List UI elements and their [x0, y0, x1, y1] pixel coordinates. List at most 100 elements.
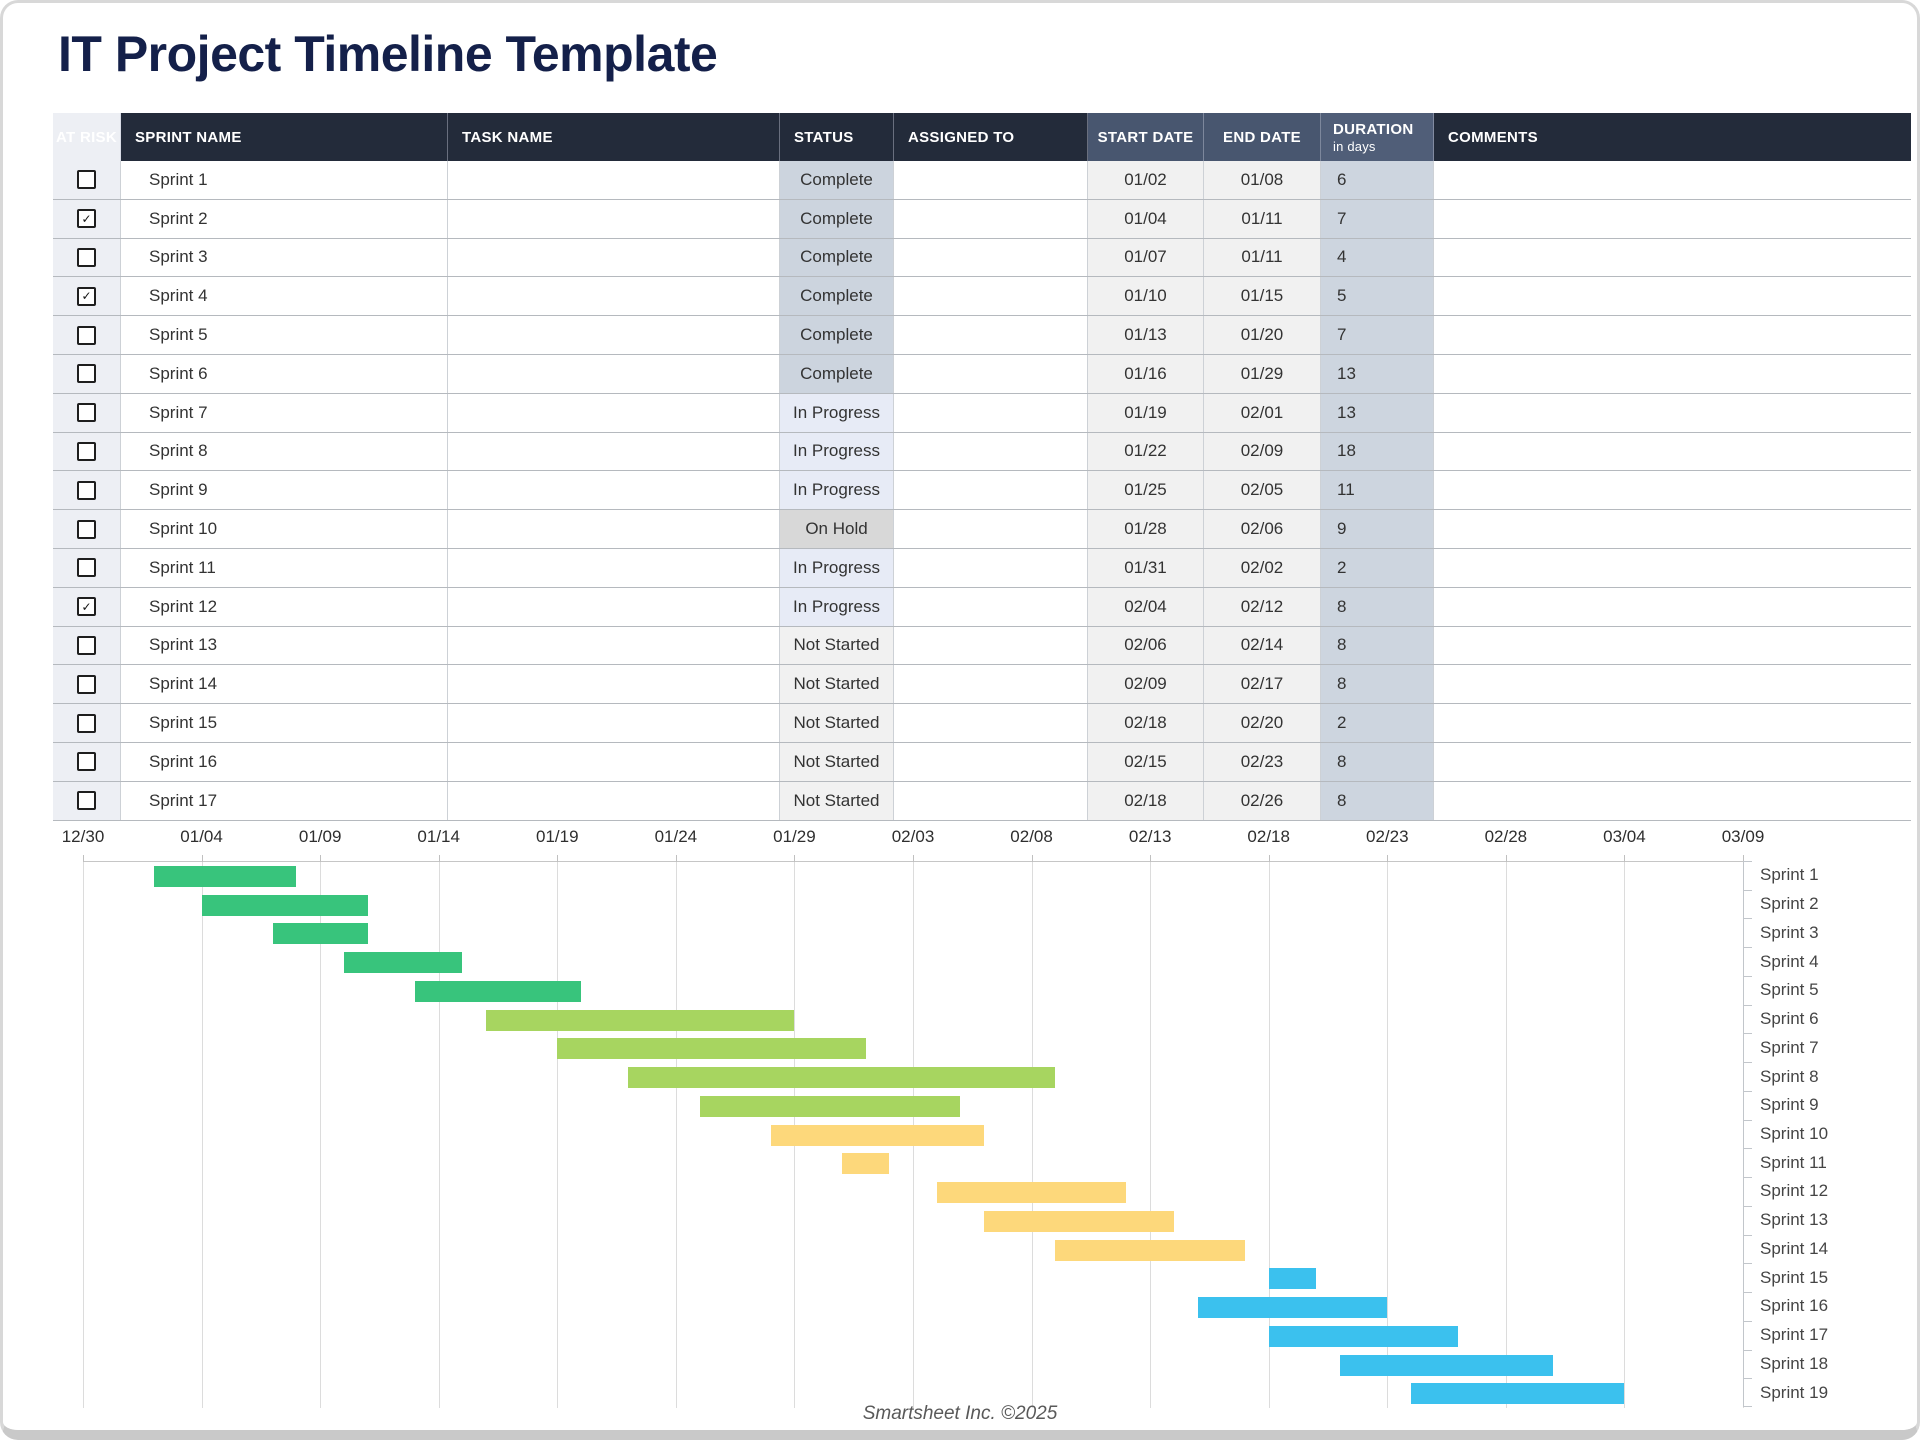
at-risk-checkbox[interactable]: [77, 519, 96, 539]
comments-cell: [1434, 199, 1911, 238]
row-tick: [1744, 1320, 1752, 1322]
status-cell: In Progress: [780, 393, 894, 432]
at-risk-cell: [53, 781, 121, 820]
duration-cell: 8: [1321, 587, 1434, 626]
at-risk-checkbox[interactable]: [77, 403, 96, 423]
duration-cell: 4: [1321, 238, 1434, 277]
gantt-bar-sprint-10[interactable]: [770, 1124, 985, 1146]
gantt-bar-sprint-1[interactable]: [154, 866, 297, 887]
axis-tick-label: 01/09: [298, 827, 342, 846]
at-risk-checkbox[interactable]: [77, 791, 96, 811]
at-risk-checkbox[interactable]: [77, 480, 96, 500]
comments-cell: [1434, 781, 1911, 820]
gantt-bar-sprint-8[interactable]: [628, 1067, 1056, 1089]
at-risk-checkbox[interactable]: [77, 170, 96, 190]
axis-tick: [1387, 855, 1389, 862]
gantt-bar-sprint-9[interactable]: [699, 1095, 961, 1117]
sprint-name-cell: Sprint 5: [121, 316, 448, 354]
end-date-cell: 01/11: [1204, 238, 1321, 277]
duration-cell: 8: [1321, 742, 1434, 781]
at-risk-cell: [53, 510, 121, 548]
gantt-bar-sprint-3[interactable]: [272, 923, 368, 945]
start-date-cell: 01/25: [1088, 471, 1204, 510]
start-date-cell: 02/09: [1088, 665, 1204, 704]
comments-cell: [1434, 432, 1911, 471]
at-risk-checkbox[interactable]: ✓: [77, 597, 96, 617]
gantt-bar-sprint-19[interactable]: [1411, 1383, 1625, 1405]
at-risk-checkbox[interactable]: [77, 558, 96, 578]
duration-cell: 2: [1321, 548, 1434, 587]
column-header-at-risk: AT RISK: [53, 113, 121, 161]
gantt-bar-sprint-18[interactable]: [1339, 1354, 1554, 1376]
gantt-row-label: Sprint 14: [1760, 1238, 1829, 1258]
column-header-comments: COMMENTS: [1434, 113, 1911, 161]
gantt-bar-sprint-11[interactable]: [841, 1153, 890, 1175]
gantt-bar-sprint-17[interactable]: [1268, 1325, 1459, 1347]
table-row: Sprint 11 In Progress 01/31 02/02 2: [53, 548, 1911, 588]
axis-tick: [83, 855, 84, 862]
at-risk-checkbox[interactable]: [77, 325, 96, 345]
gantt-bar-sprint-13[interactable]: [984, 1210, 1174, 1232]
assigned-to-cell: [894, 742, 1088, 781]
at-risk-cell: [53, 161, 121, 199]
at-risk-checkbox[interactable]: ✓: [77, 286, 96, 306]
start-date-cell: 02/18: [1088, 781, 1204, 820]
table-row: Sprint 16 Not Started 02/15 02/23 8: [53, 742, 1911, 782]
gridline: [83, 862, 84, 1408]
gantt-bar-sprint-12[interactable]: [936, 1182, 1127, 1204]
axis-tick: [913, 855, 914, 862]
at-risk-checkbox[interactable]: [77, 364, 96, 384]
at-risk-checkbox[interactable]: [77, 674, 96, 694]
gantt-row-label: Sprint 17: [1760, 1325, 1829, 1345]
axis-tick: [1743, 855, 1744, 862]
gantt-bar-sprint-5[interactable]: [415, 980, 581, 1002]
sprint-name-cell: Sprint 2: [121, 199, 448, 238]
gantt-plot: [83, 855, 1744, 1408]
gridline: [438, 862, 440, 1408]
footer-text: Smartsheet Inc. ©2025: [862, 1403, 1058, 1424]
at-risk-checkbox[interactable]: [77, 247, 96, 267]
task-name-cell: [448, 161, 780, 199]
gantt-row-label: Sprint 11: [1760, 1152, 1827, 1172]
end-date-cell: 02/17: [1204, 665, 1321, 704]
sprint-name-cell: Sprint 11: [121, 548, 448, 587]
gantt-bar-sprint-7[interactable]: [557, 1038, 866, 1060]
status-cell: Complete: [780, 238, 894, 277]
gantt-bar-sprint-4[interactable]: [343, 952, 463, 974]
status-cell: Not Started: [780, 704, 894, 742]
table-row: Sprint 1 Complete 01/02 01/08 6: [53, 161, 1911, 200]
gantt-row-label: Sprint 3: [1760, 922, 1819, 942]
comments-cell: [1434, 316, 1911, 354]
gantt-bar-sprint-2[interactable]: [201, 894, 368, 916]
table-row: ✓ Sprint 12 In Progress 02/04 02/12 8: [53, 587, 1911, 627]
gantt-bar-sprint-15[interactable]: [1268, 1268, 1317, 1290]
end-date-cell: 01/29: [1204, 354, 1321, 393]
gantt-row-label: Sprint 19: [1760, 1382, 1829, 1402]
at-risk-checkbox[interactable]: ✓: [77, 209, 96, 229]
axis-tick: [201, 855, 203, 862]
table-header-row: AT RISK SPRINT NAME TASK NAME STATUS ASS…: [53, 113, 1911, 161]
comments-cell: [1434, 665, 1911, 704]
gridline: [1268, 862, 1270, 1408]
assigned-to-cell: [894, 626, 1088, 665]
comments-cell: [1434, 510, 1911, 548]
status-cell: In Progress: [780, 432, 894, 471]
at-risk-checkbox[interactable]: [77, 441, 96, 461]
at-risk-cell: ✓: [53, 587, 121, 626]
task-name-cell: [448, 277, 780, 316]
end-date-cell: 01/08: [1204, 161, 1321, 199]
row-tick: [1744, 1234, 1752, 1236]
gantt-bar-sprint-16[interactable]: [1197, 1297, 1388, 1319]
column-header-task-name: TASK NAME: [448, 113, 780, 161]
axis-tick-label: 01/19: [536, 827, 579, 846]
gantt-bar-sprint-14[interactable]: [1055, 1239, 1245, 1261]
row-tick: [1744, 1033, 1752, 1035]
at-risk-checkbox[interactable]: [77, 713, 96, 733]
duration-cell: 8: [1321, 665, 1434, 704]
gantt-bar-sprint-6[interactable]: [486, 1009, 795, 1031]
sprint-name-cell: Sprint 3: [121, 238, 448, 277]
at-risk-checkbox[interactable]: [77, 635, 96, 655]
at-risk-checkbox[interactable]: [77, 752, 96, 772]
task-name-cell: [448, 510, 780, 548]
sprint-name-cell: Sprint 7: [121, 393, 448, 432]
